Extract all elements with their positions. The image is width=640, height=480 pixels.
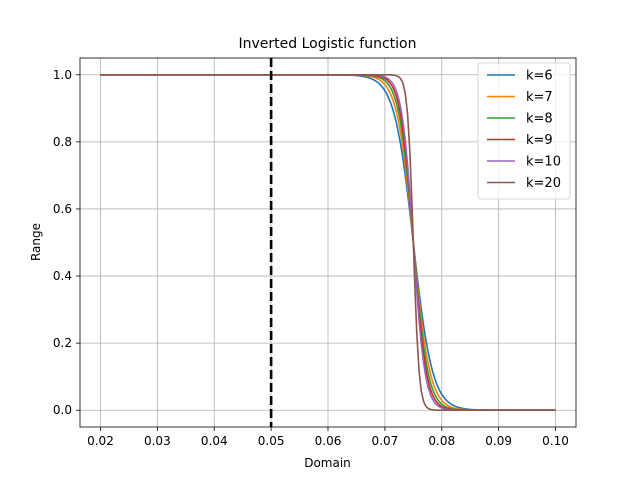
x-axis-label: Domain [304, 456, 351, 470]
x-tick-label: 0.05 [258, 434, 285, 448]
x-tick-label: 0.08 [428, 434, 455, 448]
y-tick-label: 0.4 [53, 269, 72, 283]
y-tick-label: 0.0 [53, 403, 72, 417]
y-tick-label: 0.2 [53, 336, 72, 350]
legend-label: k=8 [526, 112, 553, 127]
x-tick-label: 0.09 [485, 434, 512, 448]
y-axis-label: Range [29, 223, 43, 261]
chart-title: Inverted Logistic function [238, 36, 416, 52]
y-tick-label: 0.6 [53, 202, 72, 216]
x-tick-label: 0.02 [87, 434, 114, 448]
axes: 0.02 0.03 0.04 0.05 0.06 0.07 0.08 0.09 0.10 0.0 0… [53, 57, 577, 448]
x-tick-label: 0.03 [144, 434, 171, 448]
y-tick-label: 1.0 [53, 68, 72, 82]
plot-area [100, 58, 556, 427]
series-line-k20 [100, 73, 556, 412]
x-tick-label: 0.06 [315, 434, 342, 448]
x-tick-label: 0.07 [372, 434, 399, 448]
legend-label: k=9 [526, 133, 553, 148]
x-tick-label: 0.10 [542, 434, 569, 448]
y-tick-label: 0.8 [53, 135, 72, 149]
legend-label: k=7 [526, 90, 553, 105]
legend-label: k=10 [526, 155, 561, 170]
legend: k=6 k=7 k=8 k=9 k=10 k=20 [477, 62, 571, 200]
legend-label: k=6 [526, 69, 553, 84]
x-tick-label: 0.04 [201, 434, 228, 448]
legend-label: k=20 [526, 176, 561, 191]
